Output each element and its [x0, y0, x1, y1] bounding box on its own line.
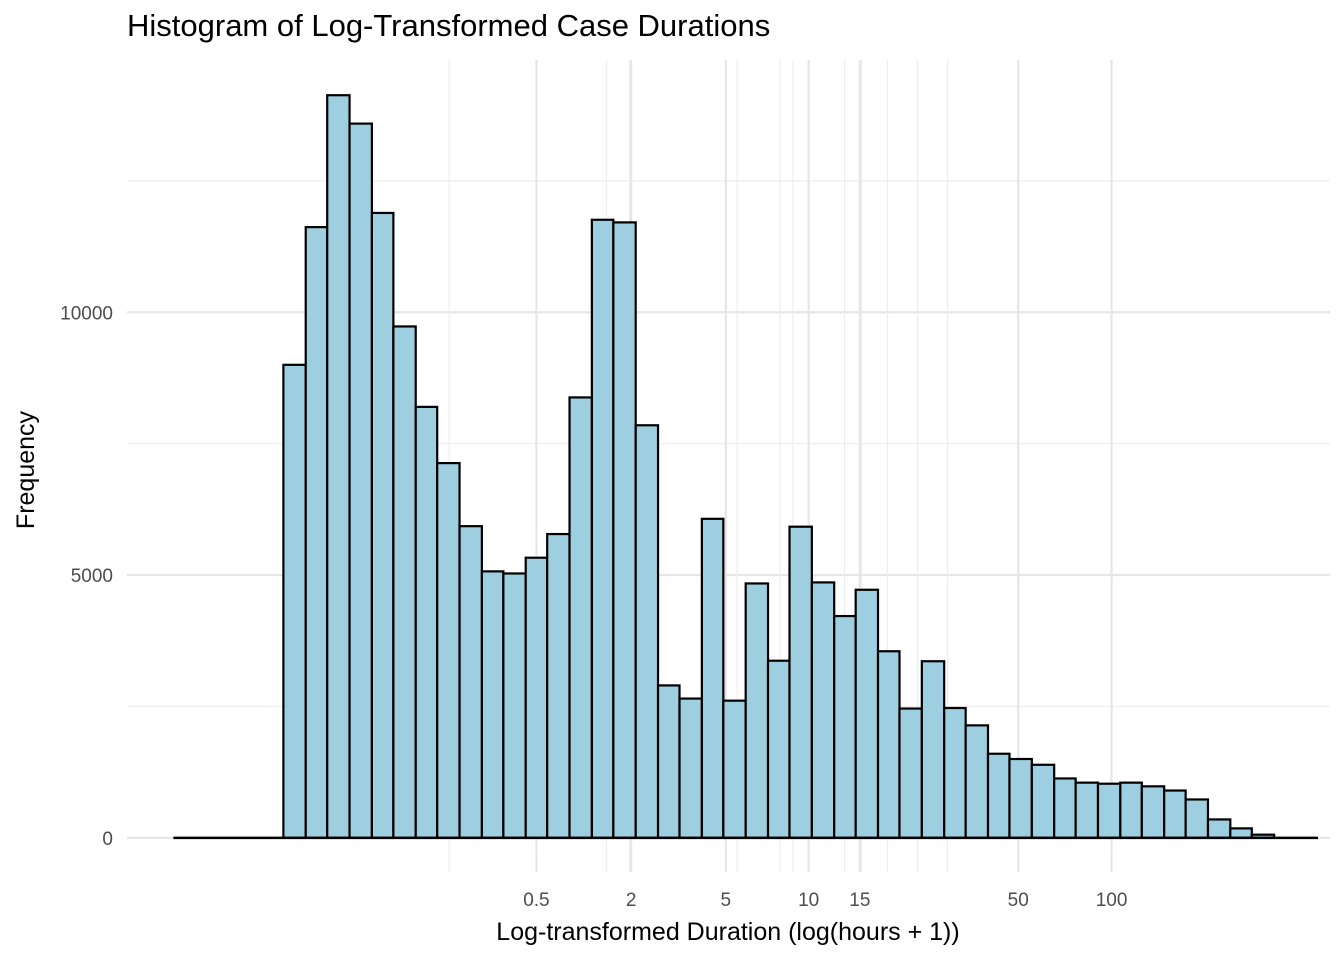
histogram-bar: [326, 94, 351, 839]
histogram-bar: [1008, 757, 1033, 839]
histogram-bar: [348, 122, 373, 839]
histogram-bar: [458, 525, 483, 839]
histogram-bar: [524, 556, 549, 839]
histogram-bar: [370, 211, 395, 839]
histogram-bar: [634, 424, 660, 839]
histogram-bar: [282, 363, 307, 839]
histogram-bar: [833, 614, 857, 839]
y-axis-title: Frequency: [12, 410, 40, 529]
histogram-bar: [898, 707, 923, 839]
y-tick-label: 5000: [71, 566, 113, 587]
histogram-bar: [876, 650, 901, 839]
histogram-bar: [1096, 782, 1122, 839]
histogram-bar: [1140, 785, 1166, 839]
histogram-bar: [1163, 789, 1187, 839]
histogram-bar: [656, 684, 681, 839]
x-tick-label: 5: [721, 890, 732, 911]
histogram-bar: [722, 699, 747, 839]
histogram-bar: [414, 405, 439, 839]
histogram-bar: [480, 570, 505, 839]
x-tick-label: 10: [798, 890, 819, 911]
histogram-bar: [304, 226, 329, 839]
histogram-bar: [810, 581, 836, 839]
histogram-bar: [1119, 781, 1143, 839]
y-tick-label: 0: [102, 829, 113, 850]
x-axis-ticks: 0.5 2 5 10 15 50 100: [523, 890, 1127, 911]
histogram-bar: [744, 582, 770, 839]
x-tick-label: 2: [626, 890, 637, 911]
y-axis-ticks: 0 5000 10000: [60, 303, 113, 850]
histogram-bar: [788, 525, 813, 839]
histogram-bar: [546, 532, 571, 839]
histogram-bar: [568, 396, 593, 839]
histogram-bar: [700, 517, 725, 839]
histogram-bar: [590, 218, 615, 839]
histogram-bar: [964, 724, 990, 839]
histogram-bar: [766, 659, 791, 839]
y-tick-label: 10000: [60, 303, 113, 324]
histogram-bar: [1229, 827, 1253, 839]
chart-title: Histogram of Log-Transformed Case Durati…: [127, 8, 771, 43]
x-axis-title: Log-transformed Duration (log(hours + 1)…: [496, 918, 959, 946]
x-tick-label: 0.5: [523, 890, 549, 911]
histogram-bar: [854, 588, 880, 839]
x-tick-label: 15: [849, 890, 870, 911]
histogram-bar: [986, 752, 1011, 839]
x-tick-label: 50: [1008, 890, 1029, 911]
histogram-bar: [920, 660, 946, 839]
histogram-bar: [392, 325, 417, 839]
histogram-bar: [678, 697, 703, 839]
histogram-bar: [436, 462, 461, 839]
histogram-bar: [502, 572, 527, 839]
histogram-bar: [943, 706, 967, 839]
histogram-bar: [1184, 798, 1210, 839]
histogram-bar: [1074, 781, 1100, 839]
histogram-bar: [1206, 818, 1232, 839]
x-tick-label: 100: [1096, 890, 1128, 911]
histogram-bar: [1053, 777, 1077, 839]
histogram-bar: [612, 221, 637, 839]
histogram-bar: [1030, 763, 1056, 839]
histogram-bars: [282, 94, 1276, 839]
